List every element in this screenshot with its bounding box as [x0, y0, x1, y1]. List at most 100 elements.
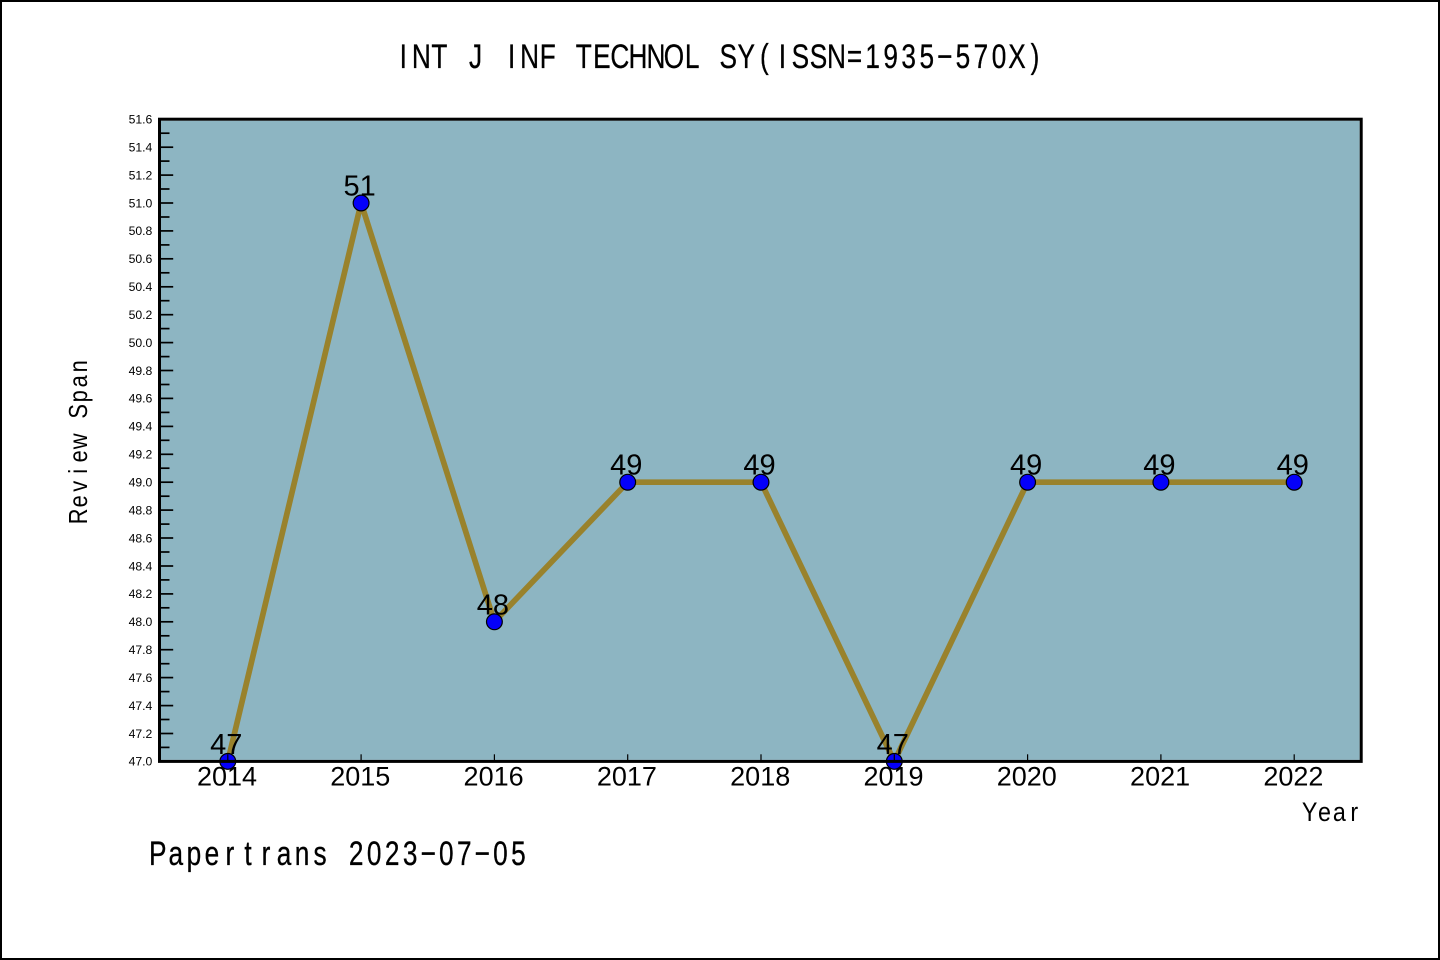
svg-text:2: 2 — [349, 834, 364, 872]
svg-text:1: 1 — [865, 37, 880, 75]
svg-text:S: S — [64, 404, 93, 419]
svg-text:R: R — [64, 508, 93, 524]
svg-text:N: N — [827, 37, 846, 75]
svg-text:r: r — [262, 834, 271, 872]
svg-text:r: r — [1350, 798, 1358, 828]
svg-text:S: S — [792, 37, 809, 75]
svg-text:49.0: 49.0 — [129, 476, 153, 490]
svg-text:e: e — [64, 495, 93, 507]
svg-text:e: e — [1318, 798, 1331, 828]
svg-text:p: p — [64, 390, 93, 402]
svg-text:2021: 2021 — [1130, 762, 1190, 792]
svg-text:50.6: 50.6 — [129, 252, 153, 266]
svg-text:49: 49 — [1277, 450, 1309, 482]
svg-text:0: 0 — [439, 834, 454, 872]
svg-text:2022: 2022 — [1263, 762, 1323, 792]
svg-text:2016: 2016 — [464, 762, 524, 792]
svg-text:50.0: 50.0 — [129, 336, 153, 350]
svg-text:49: 49 — [743, 450, 775, 482]
svg-text:r: r — [226, 834, 235, 872]
svg-text:0: 0 — [493, 834, 508, 872]
svg-text:a: a — [169, 834, 184, 872]
svg-text:T: T — [431, 37, 447, 75]
svg-text:p: p — [187, 834, 202, 872]
svg-text:50.2: 50.2 — [129, 308, 153, 322]
svg-text:−: − — [421, 834, 436, 872]
svg-text:49.6: 49.6 — [129, 392, 153, 406]
svg-text:7: 7 — [457, 834, 472, 872]
svg-text:n: n — [295, 834, 310, 872]
svg-text:48: 48 — [477, 589, 509, 621]
svg-text:7: 7 — [974, 37, 989, 75]
svg-text:49.8: 49.8 — [129, 364, 153, 378]
svg-text:47: 47 — [877, 729, 909, 761]
svg-text:−: − — [937, 37, 952, 75]
svg-text:S: S — [719, 37, 736, 75]
svg-text:a: a — [277, 834, 292, 872]
svg-text:47.4: 47.4 — [129, 699, 153, 713]
svg-text:S: S — [810, 37, 827, 75]
svg-text:48.4: 48.4 — [129, 559, 153, 573]
svg-text:e: e — [205, 834, 220, 872]
svg-text:n: n — [64, 360, 93, 372]
svg-text:w: w — [64, 433, 93, 450]
svg-text:47.2: 47.2 — [129, 727, 153, 741]
svg-text:X: X — [1008, 37, 1025, 75]
svg-text:48.0: 48.0 — [129, 615, 153, 629]
svg-text:51.6: 51.6 — [129, 113, 153, 127]
svg-text:2020: 2020 — [997, 762, 1057, 792]
svg-text:=: = — [847, 37, 862, 75]
svg-text:N: N — [520, 37, 539, 75]
svg-text:N: N — [412, 37, 431, 75]
svg-text:O: O — [664, 37, 684, 75]
svg-text:49.4: 49.4 — [129, 420, 153, 434]
svg-text:5: 5 — [920, 37, 935, 75]
svg-text:P: P — [149, 834, 166, 872]
svg-text:J: J — [469, 37, 482, 75]
svg-text:F: F — [540, 37, 556, 75]
svg-text:N: N — [647, 37, 666, 75]
svg-text:49: 49 — [610, 450, 642, 482]
svg-text:50.4: 50.4 — [129, 280, 153, 294]
svg-text:H: H — [629, 37, 648, 75]
svg-text:2015: 2015 — [330, 762, 390, 792]
svg-text:2014: 2014 — [197, 762, 257, 792]
svg-text:48.6: 48.6 — [129, 531, 153, 545]
svg-text:49: 49 — [1143, 450, 1175, 482]
svg-text:2017: 2017 — [597, 762, 657, 792]
svg-text:I: I — [779, 37, 786, 75]
svg-text:5: 5 — [956, 37, 971, 75]
svg-text:Y: Y — [1302, 798, 1318, 828]
svg-text:9: 9 — [883, 37, 898, 75]
svg-text:51.4: 51.4 — [129, 141, 153, 155]
svg-text:C: C — [610, 37, 629, 75]
svg-text:51: 51 — [343, 171, 375, 203]
svg-text:0: 0 — [992, 37, 1007, 75]
svg-text:L: L — [685, 37, 700, 75]
svg-text:47.6: 47.6 — [129, 671, 153, 685]
svg-text:5: 5 — [511, 834, 526, 872]
svg-text:i: i — [64, 469, 93, 474]
svg-text:v: v — [64, 481, 93, 492]
svg-text:47.8: 47.8 — [129, 643, 153, 657]
svg-text:47: 47 — [210, 729, 242, 761]
svg-text:3: 3 — [403, 834, 418, 872]
svg-text:I: I — [508, 37, 515, 75]
svg-text:): ) — [1031, 37, 1040, 75]
svg-text:49: 49 — [1010, 450, 1042, 482]
svg-text:51.2: 51.2 — [129, 168, 153, 182]
svg-text:50.8: 50.8 — [129, 224, 153, 238]
svg-text:49.2: 49.2 — [129, 448, 153, 462]
svg-text:a: a — [1333, 798, 1346, 828]
svg-text:47.0: 47.0 — [129, 755, 153, 769]
svg-text:I: I — [400, 37, 407, 75]
svg-text:t: t — [244, 834, 252, 872]
svg-text:s: s — [314, 834, 327, 872]
svg-text:a: a — [64, 375, 93, 388]
svg-text:51.0: 51.0 — [129, 196, 153, 210]
svg-text:(: ( — [760, 37, 769, 75]
svg-text:2: 2 — [385, 834, 400, 872]
svg-text:2019: 2019 — [863, 762, 923, 792]
svg-text:48.8: 48.8 — [129, 503, 153, 517]
svg-text:2018: 2018 — [730, 762, 790, 792]
